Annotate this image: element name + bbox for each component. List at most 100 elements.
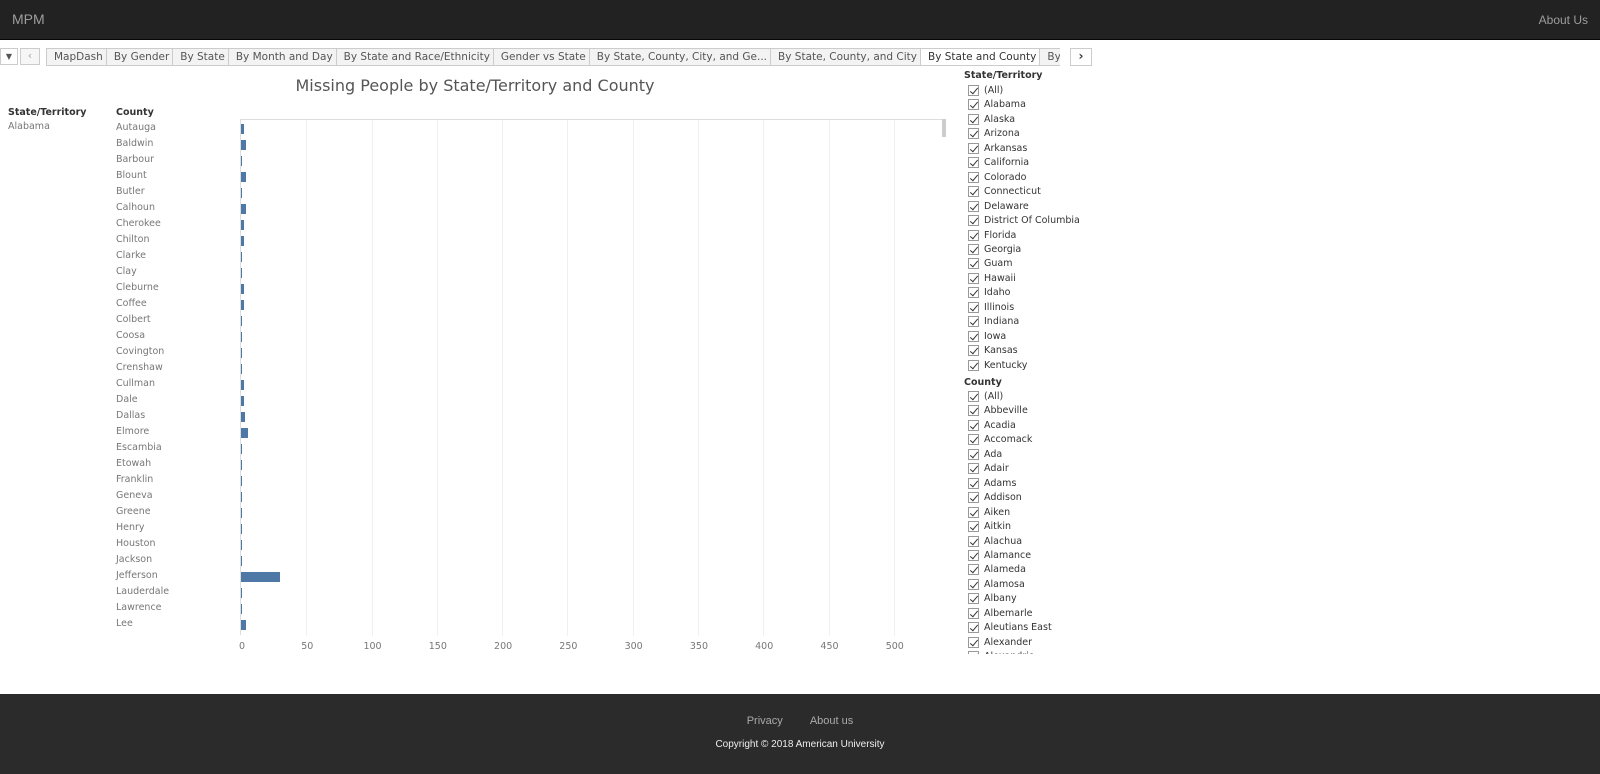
- checkbox-checked-icon[interactable]: [968, 593, 979, 605]
- county-filter-item[interactable]: Accomack: [968, 433, 1032, 446]
- checkbox-checked-icon[interactable]: [968, 359, 979, 371]
- tab-scroll-right-icon[interactable]: ›: [1070, 48, 1092, 66]
- tab-8[interactable]: By State and County: [920, 48, 1045, 65]
- checkbox-checked-icon[interactable]: [968, 157, 979, 169]
- checkbox-checked-icon[interactable]: [968, 578, 979, 590]
- bar-crenshaw[interactable]: [241, 364, 243, 374]
- checkbox-checked-icon[interactable]: [968, 419, 979, 431]
- bar-barbour[interactable]: [241, 156, 243, 166]
- checkbox-checked-icon[interactable]: [968, 391, 979, 402]
- checkbox-checked-icon[interactable]: [968, 405, 979, 417]
- checkbox-checked-icon[interactable]: [968, 622, 979, 634]
- county-filter-item[interactable]: Acadia: [968, 419, 1016, 432]
- tab-0[interactable]: MapDash: [46, 48, 111, 65]
- tab-3[interactable]: By Month and Day: [227, 48, 341, 65]
- tab-9[interactable]: By Year: [1039, 48, 1060, 65]
- county-filter-item[interactable]: Adair: [968, 462, 1009, 475]
- county-filter-item[interactable]: Aitkin: [968, 520, 1011, 533]
- bar-houston[interactable]: [241, 540, 243, 550]
- county-filter-item[interactable]: Alachua: [968, 535, 1022, 548]
- county-filter-item[interactable]: Abbeville: [968, 404, 1028, 417]
- bar-butler[interactable]: [241, 188, 243, 198]
- state-filter-item[interactable]: Kentucky: [968, 359, 1027, 372]
- checkbox-checked-icon[interactable]: [968, 85, 979, 96]
- county-filter-item[interactable]: Addison: [968, 491, 1022, 504]
- county-filter-item[interactable]: Alamosa: [968, 578, 1025, 591]
- state-filter-item[interactable]: Connecticut: [968, 185, 1041, 198]
- checkbox-checked-icon[interactable]: [968, 99, 979, 111]
- bar-coosa[interactable]: [241, 332, 243, 342]
- chart-scrollbar[interactable]: [942, 119, 946, 137]
- checkbox-checked-icon[interactable]: [968, 215, 979, 227]
- checkbox-checked-icon[interactable]: [968, 521, 979, 533]
- tab-6[interactable]: By State, County, City, and Ge...: [588, 48, 776, 65]
- bar-cullman[interactable]: [241, 380, 244, 390]
- state-filter-item[interactable]: Indiana: [968, 315, 1019, 328]
- bar-autauga[interactable]: [241, 124, 244, 134]
- state-filter-item[interactable]: California: [968, 156, 1029, 169]
- bar-calhoun[interactable]: [241, 204, 247, 214]
- tab-5[interactable]: Gender vs State: [492, 48, 594, 65]
- state-filter-item[interactable]: Colorado: [968, 171, 1026, 184]
- checkbox-checked-icon[interactable]: [968, 607, 979, 619]
- state-filter-item[interactable]: Arizona: [968, 127, 1020, 140]
- bar-lauderdale[interactable]: [241, 588, 243, 598]
- tab-4[interactable]: By State and Race/Ethnicity: [335, 48, 498, 65]
- checkbox-checked-icon[interactable]: [968, 287, 979, 299]
- state-filter-item[interactable]: Illinois: [968, 301, 1014, 314]
- state-filter-item[interactable]: Alabama: [968, 98, 1026, 111]
- state-filter-item[interactable]: Alaska: [968, 113, 1015, 126]
- bar-jackson[interactable]: [241, 556, 243, 566]
- county-filter-item[interactable]: Alameda: [968, 563, 1026, 576]
- state-filter-item[interactable]: Arkansas: [968, 142, 1027, 155]
- bar-colbert[interactable]: [241, 316, 243, 326]
- checkbox-checked-icon[interactable]: [968, 113, 979, 125]
- checkbox-checked-icon[interactable]: [968, 186, 979, 198]
- county-filter-item[interactable]: Alamance: [968, 549, 1031, 562]
- bar-jefferson[interactable]: [241, 572, 281, 582]
- checkbox-checked-icon[interactable]: [968, 345, 979, 357]
- privacy-link[interactable]: Privacy: [746, 715, 783, 727]
- bar-dale[interactable]: [241, 396, 244, 406]
- bar-blount[interactable]: [241, 172, 247, 182]
- bar-cleburne[interactable]: [241, 284, 244, 294]
- county-filter-item[interactable]: Ada: [968, 448, 1002, 461]
- county-filter-item[interactable]: Alexandria: [968, 650, 1035, 654]
- bar-elmore[interactable]: [241, 428, 248, 438]
- checkbox-checked-icon[interactable]: [968, 448, 979, 460]
- bar-geneva[interactable]: [241, 492, 243, 502]
- checkbox-checked-icon[interactable]: [968, 506, 979, 518]
- bar-cherokee[interactable]: [241, 220, 244, 230]
- tab-1[interactable]: By Gender: [105, 48, 178, 65]
- bar-lee[interactable]: [241, 620, 247, 630]
- bar-franklin[interactable]: [241, 476, 243, 486]
- state-filter-item[interactable]: Georgia: [968, 243, 1021, 256]
- state-filter-item[interactable]: Hawaii: [968, 272, 1016, 285]
- bar-dallas[interactable]: [241, 412, 245, 422]
- bar-clarke[interactable]: [241, 252, 243, 262]
- checkbox-checked-icon[interactable]: [968, 243, 979, 255]
- checkbox-checked-icon[interactable]: [968, 564, 979, 576]
- checkbox-checked-icon[interactable]: [968, 477, 979, 489]
- checkbox-checked-icon[interactable]: [968, 171, 979, 183]
- tab-7[interactable]: By State, County, and City: [770, 48, 925, 65]
- checkbox-checked-icon[interactable]: [968, 272, 979, 284]
- checkbox-checked-icon[interactable]: [968, 492, 979, 504]
- checkbox-checked-icon[interactable]: [968, 229, 979, 241]
- state-filter-item[interactable]: (All): [968, 84, 1003, 97]
- bar-escambia[interactable]: [241, 444, 243, 454]
- county-filter-item[interactable]: Aiken: [968, 506, 1010, 519]
- state-filter-item[interactable]: Florida: [968, 229, 1016, 242]
- checkbox-checked-icon[interactable]: [968, 434, 979, 446]
- bar-baldwin[interactable]: [241, 140, 247, 150]
- bar-lawrence[interactable]: [241, 604, 243, 614]
- checkbox-checked-icon[interactable]: [968, 316, 979, 328]
- bar-covington[interactable]: [241, 348, 243, 358]
- tab-scroll-left-icon[interactable]: ‹: [20, 48, 40, 65]
- brand-logo[interactable]: MPM: [12, 11, 45, 27]
- checkbox-checked-icon[interactable]: [968, 128, 979, 140]
- checkbox-checked-icon[interactable]: [968, 200, 979, 212]
- checkbox-checked-icon[interactable]: [968, 636, 979, 648]
- state-filter-item[interactable]: Guam: [968, 257, 1012, 270]
- about-us-link[interactable]: About Us: [1538, 13, 1588, 27]
